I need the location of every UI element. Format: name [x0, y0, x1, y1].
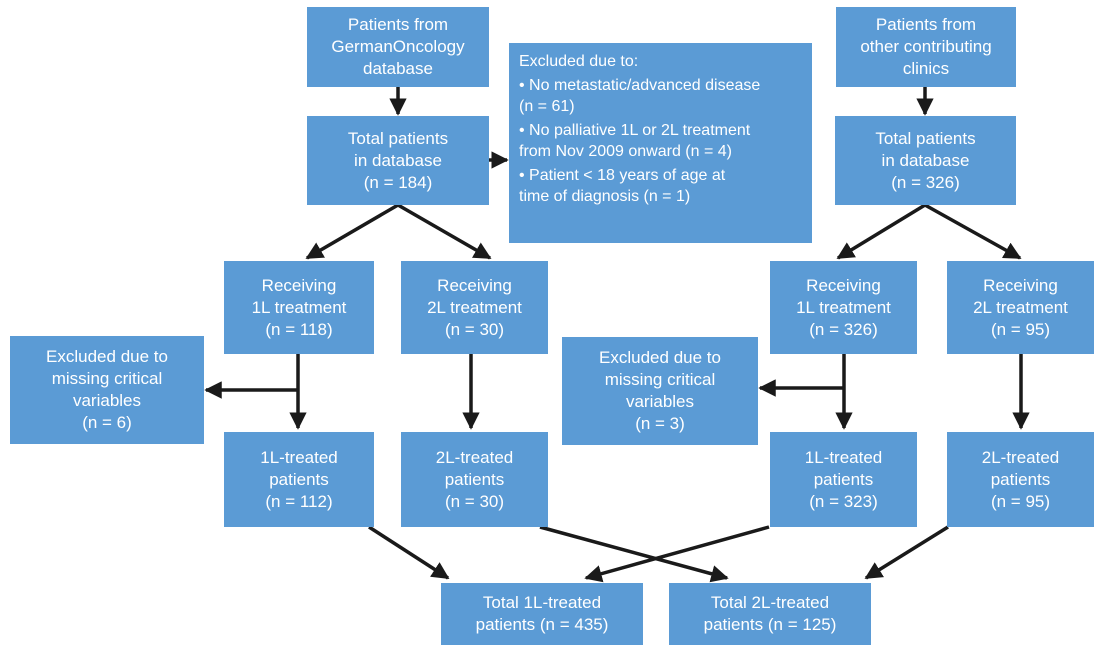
arrow-right-total-to-recv1l: [836, 203, 926, 260]
right-total-box: Total patients in database (n = 326): [835, 116, 1016, 205]
left-recv2l-box: Receiving 2L treatment (n = 30): [401, 261, 548, 354]
center-exclusion-item-3: • Patient < 18 years of age at time of d…: [519, 165, 802, 207]
center-exclusion-item-3-line-1: • Patient < 18 years of age at: [519, 167, 726, 184]
right-recv2l-line-2: 2L treatment: [973, 297, 1068, 317]
right-recv1l-box: Receiving 1L treatment (n = 326): [770, 261, 917, 354]
center-exclusion-box: Excluded due to: • No metastatic/advance…: [509, 43, 812, 243]
center-exclusion-item-1: • No metastatic/advanced disease (n = 61…: [519, 75, 802, 117]
left-recv1l-line-3: (n = 118): [265, 319, 333, 339]
left-treated1l-line-1: 1L-treated: [260, 447, 338, 467]
total-2l-line-2: patients (n = 125): [703, 615, 837, 634]
right-source-line-2: other contributing: [860, 37, 992, 56]
left-source-box: Patients from GermanOncology database: [307, 7, 489, 87]
right-treated1l-line-3: (n = 323): [809, 491, 878, 511]
arrow-right-total-to-recv2l: [924, 203, 1022, 260]
right-excluded-line-3: variables: [625, 392, 695, 411]
left-total-line-2: in database: [354, 150, 442, 170]
right-source-line-1: Patients from: [875, 15, 977, 34]
arrow-left-total-to-recv2l: [397, 203, 492, 260]
left-recv1l-line-2: 1L treatment: [251, 297, 347, 317]
arrow-right-treated2l-to-total2l: [864, 525, 949, 580]
left-treated1l-line-2: patients: [269, 469, 329, 489]
right-source-box: Patients from other contributing clinics: [836, 7, 1016, 87]
right-treated2l-line-3: (n = 95): [990, 491, 1051, 511]
center-exclusion-header: Excluded due to:: [519, 53, 639, 70]
center-exclusion-item-2-line-2: from Nov 2009 onward (n = 4): [519, 143, 732, 160]
center-exclusion-item-2-line-1: • No palliative 1L or 2L treatment: [519, 122, 751, 139]
left-treated2l-box: 2L-treated patients (n = 30): [401, 432, 548, 527]
right-treated1l-box: 1L-treated patients (n = 323): [770, 432, 917, 527]
right-treated1l-line-2: patients: [813, 469, 874, 489]
center-exclusion-item-1-line-1: • No metastatic/advanced disease: [519, 77, 761, 94]
right-recv2l-line-3: (n = 95): [990, 319, 1051, 339]
left-total-box: Total patients in database (n = 184): [307, 116, 489, 205]
center-exclusion-item-3-line-2: time of diagnosis (n = 1): [519, 188, 691, 205]
right-total-line-2: in database: [881, 150, 970, 170]
right-treated2l-line-2: patients: [990, 469, 1051, 489]
right-recv1l-line-2: 1L treatment: [796, 297, 891, 317]
left-excluded-line-2: missing critical: [51, 369, 163, 388]
left-recv2l-line-2: 2L treatment: [427, 297, 522, 317]
left-treated2l-line-3: (n = 30): [444, 491, 505, 511]
left-treated2l-line-2: patients: [444, 469, 505, 489]
right-total-line-3: (n = 326): [891, 172, 960, 192]
left-source-line-1: Patients from: [347, 15, 449, 34]
right-recv2l-line-1: Receiving: [983, 275, 1058, 295]
left-treated1l-line-3: (n = 112): [265, 491, 333, 511]
left-recv2l-line-3: (n = 30): [444, 319, 505, 339]
right-recv1l-line-3: (n = 326): [809, 319, 878, 339]
left-excluded-line-1: Excluded due to: [46, 347, 168, 366]
left-excluded-line-4: (n = 6): [82, 413, 132, 432]
left-treated2l-line-1: 2L-treated: [435, 447, 514, 467]
center-exclusion-item-1-line-2: (n = 61): [519, 98, 575, 115]
arrow-left-treated2l-to-total2l: [539, 525, 729, 583]
left-recv1l-line-1: Receiving: [261, 275, 337, 295]
total-1l-box: Total 1L-treated patients (n = 435): [441, 583, 643, 645]
right-treated1l-line-1: 1L-treated: [804, 447, 883, 467]
center-exclusion-item-2: • No palliative 1L or 2L treatment from …: [519, 120, 802, 162]
left-excluded-box: Excluded due to missing critical variabl…: [10, 336, 204, 444]
left-recv2l-line-1: Receiving: [437, 275, 512, 295]
left-recv1l-box: Receiving 1L treatment (n = 118): [224, 261, 374, 354]
total-2l-line-1: Total 2L-treated: [710, 593, 830, 612]
arrow-left-treated1l-to-total1l: [368, 525, 450, 580]
left-treated1l-box: 1L-treated patients (n = 112): [224, 432, 374, 527]
total-1l-line-2: patients (n = 435): [475, 615, 609, 634]
right-excluded-line-1: Excluded due to: [599, 348, 721, 367]
arrow-right-treated1l-to-total1l: [584, 525, 770, 583]
left-total-line-3: (n = 184): [363, 172, 433, 192]
right-source-line-3: clinics: [902, 59, 950, 78]
right-excluded-box: Excluded due to missing critical variabl…: [562, 337, 758, 445]
left-source-line-3: database: [363, 59, 433, 78]
right-recv2l-box: Receiving 2L treatment (n = 95): [947, 261, 1094, 354]
left-source-line-2: GermanOncology: [331, 37, 465, 56]
right-treated2l-line-1: 2L-treated: [981, 447, 1060, 467]
total-2l-box: Total 2L-treated patients (n = 125): [669, 583, 871, 645]
right-excluded-line-4: (n = 3): [635, 414, 685, 433]
left-excluded-line-3: variables: [72, 391, 142, 410]
arrow-left-total-to-recv1l: [305, 203, 399, 260]
right-total-line-1: Total patients: [875, 128, 976, 148]
right-treated2l-box: 2L-treated patients (n = 95): [947, 432, 1094, 527]
left-total-line-1: Total patients: [347, 128, 449, 148]
right-excluded-line-2: missing critical: [604, 370, 716, 389]
total-1l-line-1: Total 1L-treated: [482, 593, 602, 612]
right-recv1l-line-1: Receiving: [806, 275, 881, 295]
